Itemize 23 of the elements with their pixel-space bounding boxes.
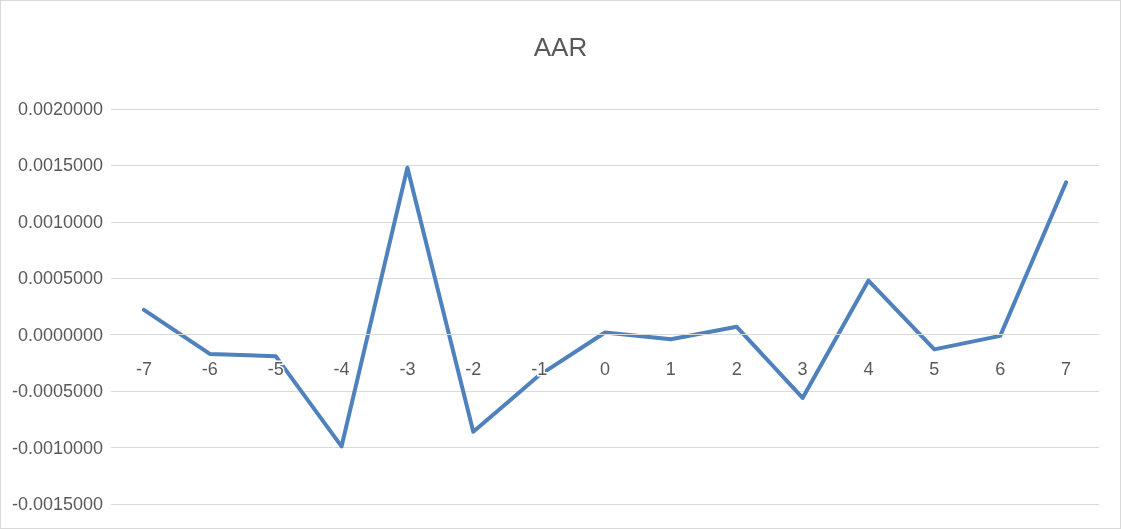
x-tick-label: 1 [665,358,676,379]
chart-title: AAR [533,32,588,62]
x-tick-label: -4 [333,358,350,379]
x-tick-label: 0 [599,358,611,379]
y-tick-label: -0.0015000 [11,494,103,514]
x-tick-label: 5 [929,358,940,379]
y-tick-label: 0.0015000 [17,155,103,176]
y-tick-label: 0.0005000 [17,268,103,289]
x-tick-label: 6 [995,358,1006,379]
x-tick-label: 3 [797,358,808,379]
x-tick-label: -5 [267,358,284,379]
y-tick-label: 0.0020000 [17,99,103,119]
x-tick-label: -2 [465,358,482,379]
y-tick-label: -0.0010000 [11,437,103,458]
y-tick-label: -0.0005000 [11,381,103,402]
x-tick-label: 2 [731,358,742,379]
y-tick-label: 0.0000000 [17,324,103,345]
x-tick-label: -7 [135,358,152,379]
x-tick-label: -6 [201,358,218,379]
x-tick-label: 7 [1061,358,1072,379]
x-tick-label: 4 [863,358,874,379]
x-tick-label: -3 [399,358,416,379]
y-tick-label: 0.0010000 [17,211,103,232]
